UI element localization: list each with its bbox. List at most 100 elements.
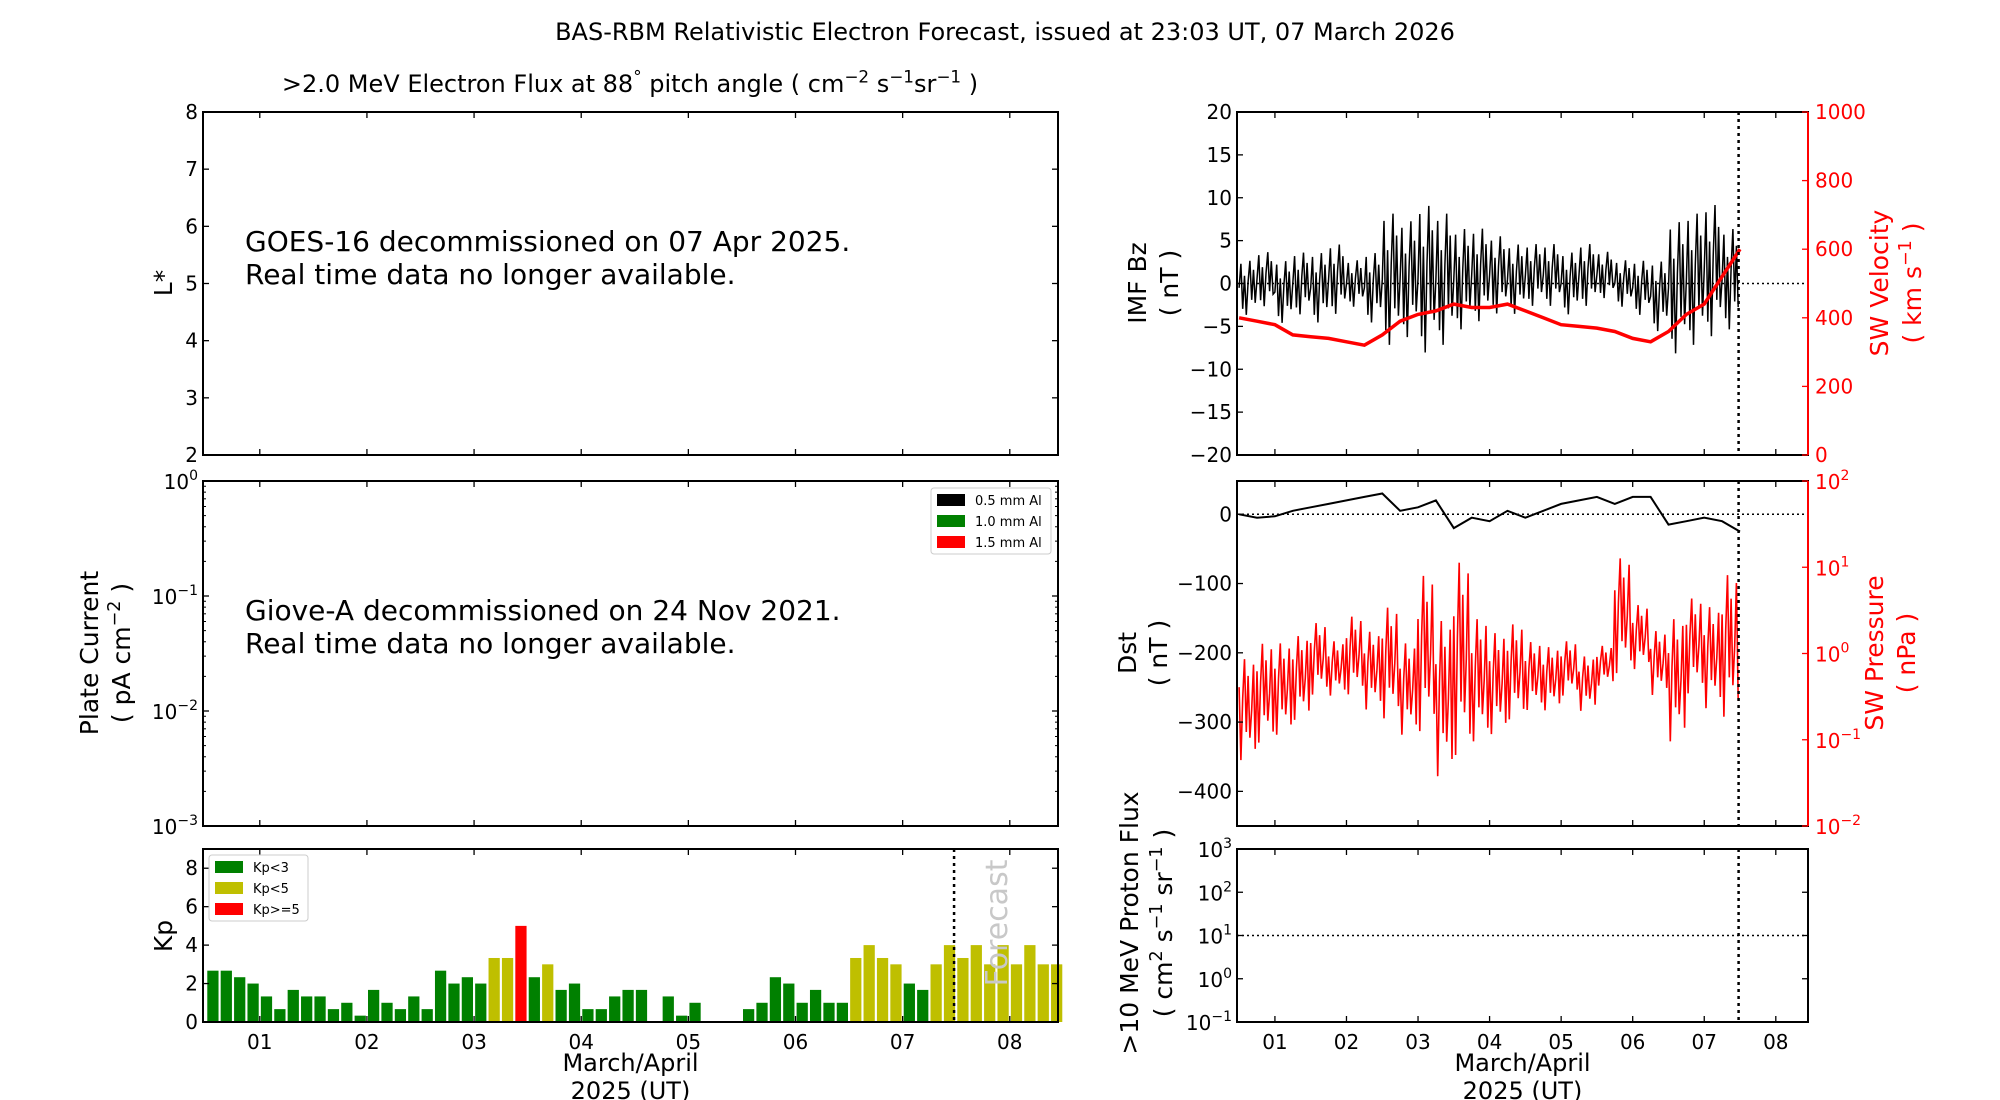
kp-bar [756, 1002, 768, 1022]
kp-bar [1051, 964, 1063, 1022]
superscript: −1 [936, 66, 961, 86]
text-part: sr [1149, 872, 1178, 904]
legend-swatch [215, 903, 243, 915]
kp-bar [1024, 945, 1036, 1022]
x-tick-label: 05 [676, 1030, 701, 1054]
tick-exponent: −2 [1840, 813, 1861, 829]
tick-base: 10 [1186, 1011, 1211, 1035]
x-tick-label: 03 [461, 1030, 486, 1054]
sw-velocity-line [1238, 248, 1742, 348]
text-part: >2.0 MeV Electron Flux at 88 [282, 70, 633, 98]
kp-bar [676, 1015, 688, 1022]
superscript: −1 [1147, 846, 1167, 872]
kp-bar [863, 945, 875, 1022]
x-axis-label: March/April [562, 1049, 698, 1077]
tick-base: 10 [1815, 643, 1840, 667]
text-part: ) [1149, 829, 1178, 847]
kp-legend: Kp<3 Kp<5 Kp>=5 [208, 854, 309, 922]
x-tick-label: 01 [247, 1030, 272, 1054]
tick-base: 10 [152, 585, 177, 609]
kp-bar [421, 1009, 433, 1022]
tick-base: 10 [1815, 556, 1840, 580]
text-part: s [1149, 929, 1178, 950]
x-tick-label: 02 [354, 1030, 379, 1054]
x-tick-label: 08 [997, 1030, 1022, 1054]
x-tick-label: 01 [1262, 1030, 1287, 1054]
kp-bar [475, 983, 487, 1022]
kp-bar [943, 945, 956, 1022]
kp-bar [635, 989, 648, 1022]
x-tick-label: 06 [1620, 1030, 1645, 1054]
tick-exponent: −3 [177, 813, 198, 829]
y2-tick-label: 10−2 [1815, 813, 1861, 839]
x-tick-label: 08 [1763, 1030, 1788, 1054]
y-axis-label-imf-bz: IMF Bz [1123, 242, 1152, 324]
tick-base: 10 [1198, 838, 1223, 862]
y2-tick-label: 400 [1815, 306, 1853, 330]
y-tick-label: 5 [1219, 229, 1232, 253]
kp-bar [903, 983, 915, 1022]
tick-exponent: −1 [1840, 727, 1861, 743]
kp-bar [783, 983, 795, 1022]
plate-current-panel [202, 480, 1059, 827]
x-axis-label: March/April [1454, 1049, 1590, 1077]
kp-bar [408, 996, 420, 1022]
y-tick-label: 4 [185, 329, 198, 353]
tick-base: 10 [1198, 881, 1223, 905]
kp-bar [582, 1009, 594, 1022]
text-part: ) [1898, 222, 1927, 240]
kp-bar [368, 989, 380, 1022]
kp-bar [622, 989, 634, 1022]
kp-bar [769, 977, 782, 1022]
y2-tick-label: 600 [1815, 237, 1853, 261]
plate-current-legend: 0.5 mm Al 1.0 mm Al 1.5 mm Al [930, 487, 1052, 555]
kp-bar [461, 977, 473, 1022]
kp-bar [327, 1009, 340, 1022]
y-tick-label: 101 [1198, 923, 1232, 949]
y2-tick-label: 800 [1815, 169, 1853, 193]
y-tick-label: −300 [1177, 710, 1232, 734]
y-tick-label: 0 [1219, 502, 1232, 526]
tick-base: 10 [1815, 470, 1840, 494]
superscript: −2 [105, 601, 125, 627]
x-tick-label: 05 [1548, 1030, 1573, 1054]
y-axis-label-kp: Kp [149, 920, 178, 952]
y-tick-label: −10 [1190, 357, 1232, 381]
tick-exponent: 1 [1840, 554, 1849, 570]
tick-exponent: 3 [1223, 836, 1232, 852]
x-tick-label: 07 [890, 1030, 915, 1054]
kp-bar [609, 996, 621, 1022]
kp-bar [930, 964, 942, 1022]
kp-bar [1010, 964, 1023, 1022]
kp-bar [287, 989, 299, 1022]
y-tick-label: 0 [185, 1010, 198, 1034]
y-axis-units-imf-bz: ( nT ) [1155, 250, 1184, 317]
kp-bar [823, 1002, 835, 1022]
superscript: −1 [1896, 240, 1916, 266]
y-tick-label: −5 [1203, 314, 1232, 338]
kp-bar [970, 945, 982, 1022]
y-tick-label: 3 [185, 386, 198, 410]
kp-bar [381, 1002, 393, 1022]
kp-bar [850, 957, 862, 1022]
kp-bar [876, 957, 889, 1022]
tick-exponent: 0 [1223, 966, 1232, 982]
y2-tick-label: 0 [1815, 443, 1828, 467]
text-part: ( km s [1898, 266, 1927, 344]
superscript: ° [633, 66, 641, 86]
y-tick-label: 10−1 [152, 583, 198, 609]
y-axis-label-dst: Dst [1113, 632, 1142, 674]
tick-base: 10 [164, 470, 189, 494]
tick-exponent: 2 [1840, 468, 1849, 484]
kp-bar [568, 983, 581, 1022]
superscript: −1 [889, 66, 914, 86]
decommission-message: GOES-16 decommissioned on 07 Apr 2025. [245, 225, 850, 258]
tick-base: 10 [152, 700, 177, 724]
y2-tick-label: 100 [1815, 641, 1849, 667]
tick-exponent: 0 [189, 468, 198, 484]
text-part: s [869, 70, 889, 98]
y-axis-label-lstar: L* [149, 270, 178, 296]
y-axis-label-plate-current: Plate Current [75, 571, 104, 736]
y2-tick-label: 200 [1815, 374, 1853, 398]
